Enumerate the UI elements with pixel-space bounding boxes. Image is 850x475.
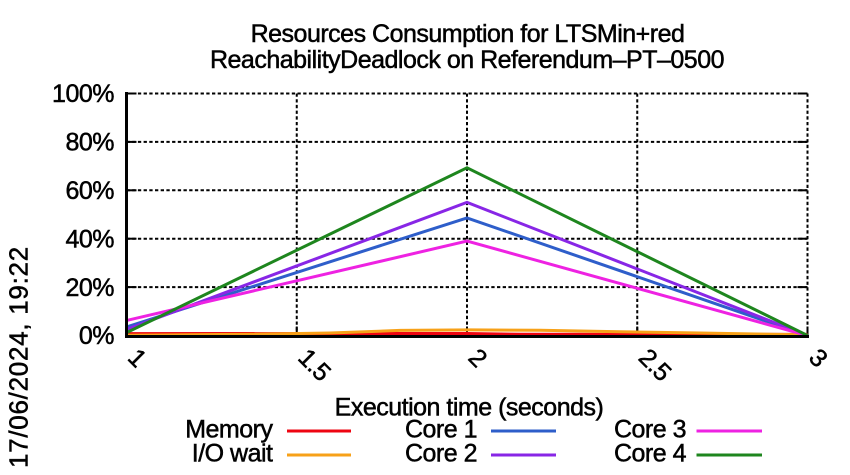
svg-text:Core 4: Core 4	[614, 440, 687, 468]
svg-text:40%: 40%	[65, 225, 114, 253]
svg-text:Core 1: Core 1	[405, 416, 477, 444]
svg-text:100%: 100%	[52, 80, 114, 108]
svg-text:20%: 20%	[65, 274, 114, 302]
svg-text:0%: 0%	[79, 322, 114, 350]
svg-text:Memory: Memory	[185, 416, 273, 444]
svg-text:I/O wait: I/O wait	[192, 440, 273, 468]
svg-text:80%: 80%	[65, 129, 114, 157]
svg-text:Core 2: Core 2	[405, 440, 477, 468]
svg-text:17/06/2024, 19:22: 17/06/2024, 19:22	[4, 246, 34, 468]
svg-text:Execution time (seconds): Execution time (seconds)	[335, 394, 604, 422]
svg-text:60%: 60%	[65, 177, 114, 205]
svg-text:Resources Consumption for LTSM: Resources Consumption for LTSMin+red	[251, 20, 685, 48]
svg-text:ReachabilityDeadlock on Refere: ReachabilityDeadlock on Referendum–PT–05…	[210, 46, 724, 74]
svg-text:Core 3: Core 3	[614, 416, 686, 444]
